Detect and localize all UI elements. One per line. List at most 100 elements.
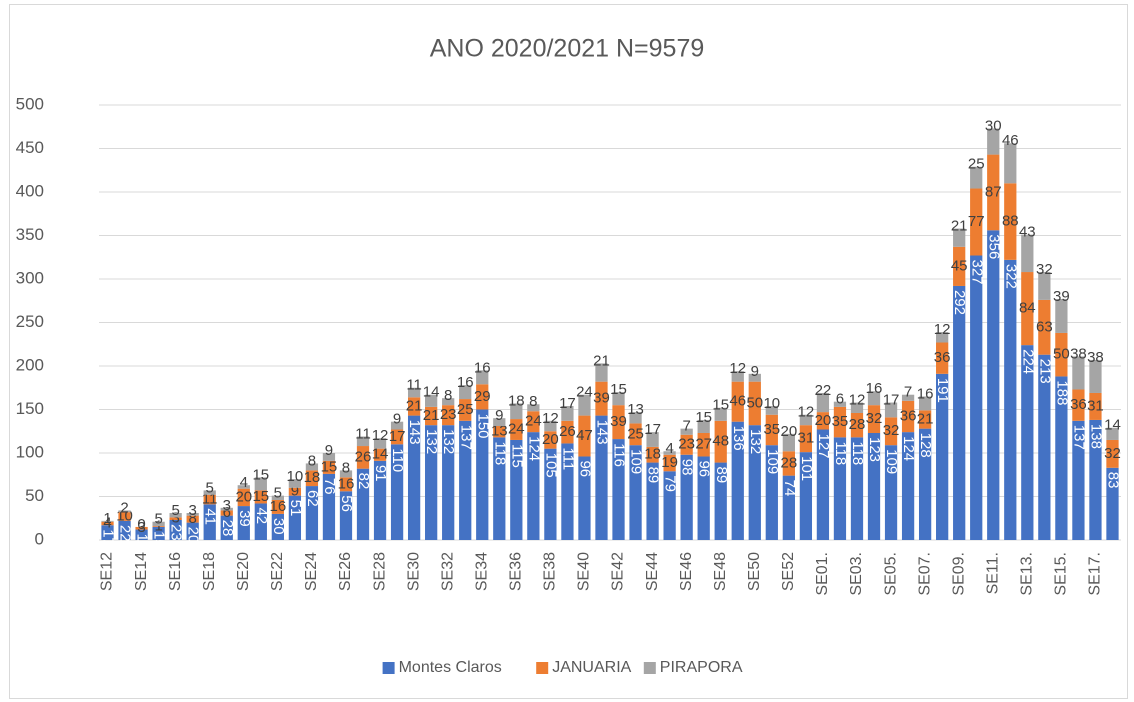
data-label: 32 [1104,445,1121,462]
bar-segment [220,507,233,511]
bar-segment [918,428,932,540]
bar-segment [850,437,864,540]
data-label: 292 [951,290,968,315]
data-label: 188 [1053,380,1070,405]
data-label: 21 [951,218,968,235]
data-label: 21 [917,410,934,427]
data-label: 27 [695,436,712,453]
bar-segment [493,437,506,540]
bar-segment [373,460,387,540]
bar-segment [901,432,915,540]
data-label: 51 [287,500,304,517]
data-label: 23 [168,524,185,541]
data-label: 19 [661,454,678,471]
data-label: 32 [1036,261,1053,278]
bar-segment [646,432,659,447]
data-label: 24 [576,384,593,401]
x-tick-label: SE17. [1087,552,1104,596]
data-label: 12 [542,410,559,427]
data-label: 50 [746,394,763,411]
bar-segment [799,452,813,540]
data-label: 17 [883,392,900,409]
bar-segment [612,392,625,406]
data-label: 32 [866,410,883,427]
data-label: 46 [1002,132,1019,149]
x-tick-label: SE14 [133,552,150,591]
bar-segment [867,432,881,540]
data-label: 5 [274,485,282,502]
data-label: 6 [836,391,844,408]
bar-segment [271,499,284,514]
data-label: 5 [154,511,162,528]
y-tick-label: 0 [35,529,44,548]
data-label: 143 [406,420,423,445]
bar-segment [714,462,727,540]
data-label: 38 [1070,345,1087,362]
y-tick-label: 300 [16,268,44,287]
data-label: 5 [206,479,214,496]
x-tick-label: SE30 [405,552,422,591]
bar-segment [1106,439,1119,468]
bar-segment [356,468,370,540]
bar-segment [118,510,131,513]
bar-segment [782,451,795,476]
data-label: 12 [372,427,389,444]
bar-segment [186,515,199,523]
data-label: 3 [223,497,231,514]
bar-segment [970,255,983,540]
data-label: 109 [883,449,900,474]
data-label: 32 [883,422,900,439]
bar-segment [663,454,676,472]
data-label: 150 [474,414,491,439]
data-label: 123 [866,437,883,462]
bar-segment [135,526,148,530]
x-tick-label: SE48 [712,552,729,591]
bar-segment [135,529,148,540]
bar-segment [663,451,676,455]
bar-segment [339,477,353,492]
data-label: 15 [252,488,269,505]
y-tick-label: 500 [16,94,44,113]
bar-segment [118,520,131,540]
data-label: 15 [321,458,338,475]
bar-segment [629,412,642,424]
bar-segment [237,506,250,540]
bar-segment [765,445,778,540]
data-label: 12 [729,360,746,377]
data-label: 16 [270,498,287,515]
data-label: 8 [308,452,316,469]
x-tick-label: SE44 [644,552,661,591]
data-label: 31 [798,430,815,447]
bar-segment [527,432,540,540]
bar-segment [970,166,983,189]
data-label: 18 [304,469,321,486]
data-label: 13 [491,423,508,440]
data-label: 137 [457,425,474,450]
bar-segment [680,428,693,435]
bar-segment [322,460,336,474]
data-label: 76 [321,478,338,495]
x-tick-label: SE15. [1053,552,1070,596]
x-tick-label: SE11. [984,552,1001,594]
bar-segment [1055,376,1068,540]
bar-segment [237,485,250,489]
data-label: 115 [508,444,525,468]
bar-segment [782,433,795,452]
data-label: 16 [866,380,883,397]
data-label: 28 [781,454,798,471]
bar-segment [510,419,523,440]
data-label: 11 [202,491,218,508]
bar-segment [697,432,710,457]
data-label: 98 [679,459,696,476]
bar-segment [1038,299,1051,355]
data-label: 26 [559,423,576,440]
bar-segment [561,443,574,540]
data-label: 30 [270,518,287,535]
data-label: 43 [1019,224,1036,241]
x-tick-label: SE09. [950,552,967,596]
bar-segment [663,471,676,540]
x-tick-label: SE03. [848,552,865,596]
data-label: 132 [747,429,764,454]
bar-segment [101,520,114,522]
